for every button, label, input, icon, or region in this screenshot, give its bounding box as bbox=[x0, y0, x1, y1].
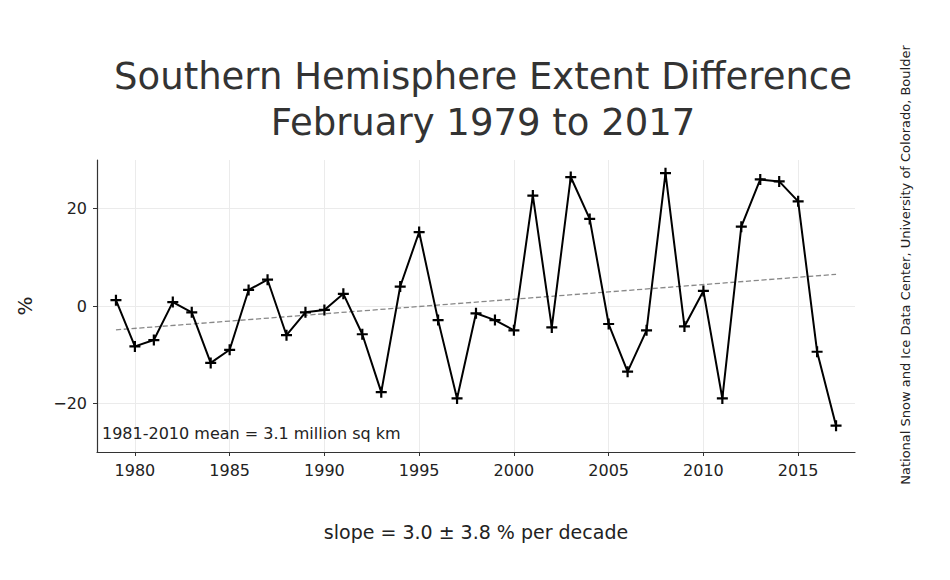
svg-text:2005: 2005 bbox=[588, 461, 629, 480]
svg-text:%: % bbox=[13, 296, 37, 315]
svg-text:1981-2010 mean = 3.1 million s: 1981-2010 mean = 3.1 million sq km bbox=[102, 424, 401, 443]
svg-text:February 1979 to 2017: February 1979 to 2017 bbox=[271, 101, 696, 144]
svg-text:−20: −20 bbox=[53, 394, 87, 413]
svg-text:1995: 1995 bbox=[399, 461, 440, 480]
svg-text:slope = 3.0 ± 3.8 % per decade: slope = 3.0 ± 3.8 % per decade bbox=[324, 521, 628, 543]
svg-text:2000: 2000 bbox=[494, 461, 535, 480]
svg-text:2010: 2010 bbox=[683, 461, 724, 480]
svg-text:1980: 1980 bbox=[115, 461, 156, 480]
svg-text:1985: 1985 bbox=[209, 461, 250, 480]
svg-text:National Snow and Ice Data Cen: National Snow and Ice Data Center, Unive… bbox=[898, 45, 913, 485]
svg-text:2015: 2015 bbox=[778, 461, 819, 480]
svg-text:1990: 1990 bbox=[304, 461, 345, 480]
svg-text:Southern Hemisphere Extent Dif: Southern Hemisphere Extent Difference bbox=[114, 55, 852, 98]
svg-text:0: 0 bbox=[77, 297, 87, 316]
svg-text:20: 20 bbox=[67, 199, 87, 218]
